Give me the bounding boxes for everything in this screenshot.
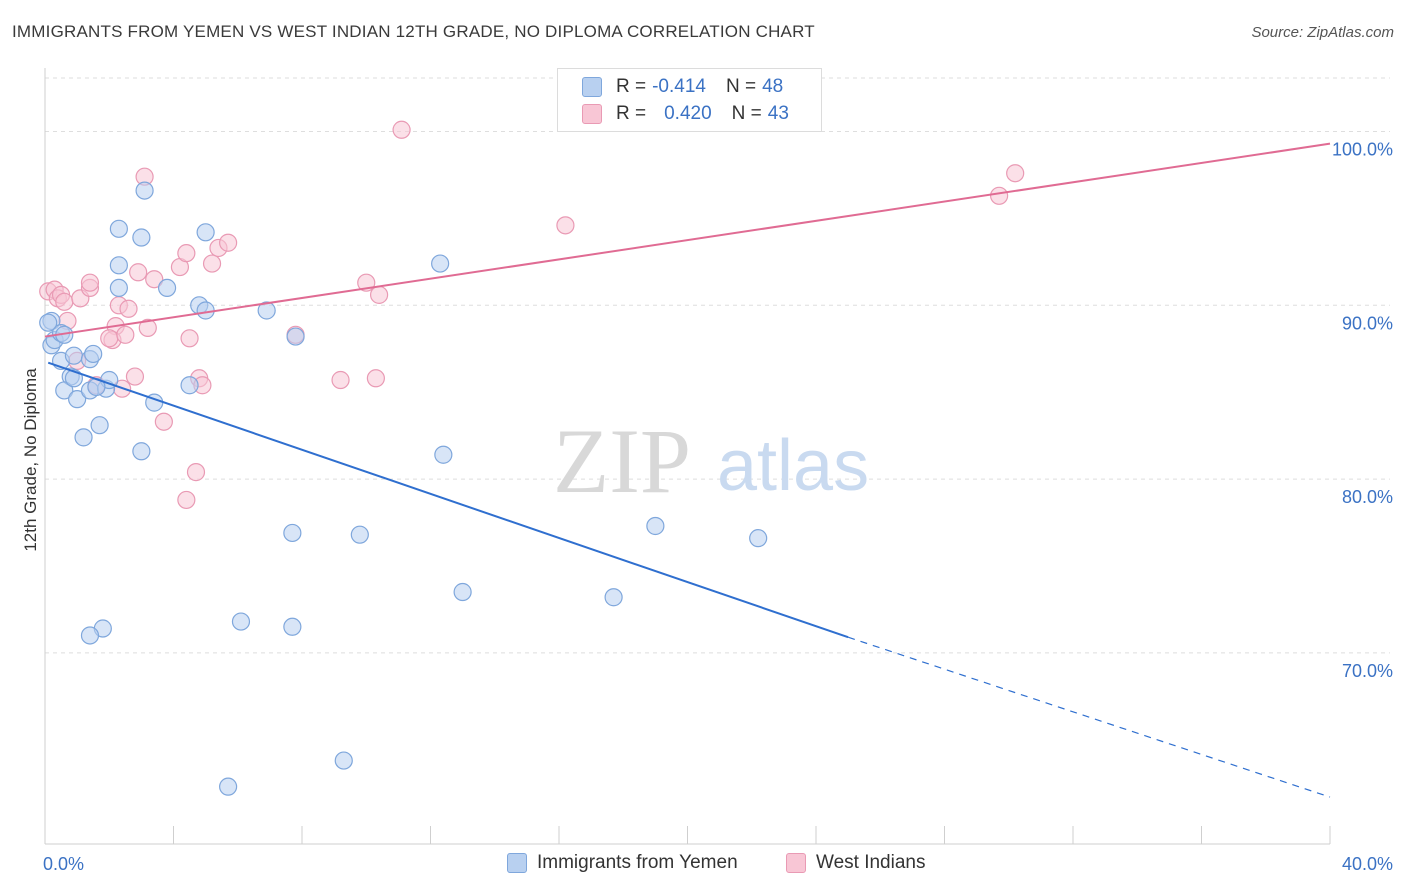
legend-r-label: R = [616, 103, 647, 124]
yemen-point [749, 529, 768, 548]
west-indian-point [125, 367, 145, 386]
yemen-point [604, 588, 623, 607]
west-indian-point [100, 329, 119, 348]
yemen-point [286, 327, 305, 346]
y-tick-label: 90.0% [1342, 313, 1393, 333]
tick-labels: 70.0% 80.0% 90.0% 100.0% 0.0% 40.0% [43, 140, 1393, 874]
trend-line-yemen [47, 361, 849, 639]
yemen-point [453, 582, 472, 602]
west-indian-point [138, 318, 157, 337]
trend-line-yemen-projection [847, 636, 1331, 798]
y-tick-label: 70.0% [1342, 661, 1393, 681]
west-indian-point [116, 325, 135, 344]
yemen-point [109, 278, 128, 298]
yemen-point [39, 313, 58, 332]
watermark: ZIP atlas [553, 410, 869, 512]
yemen-point [64, 346, 84, 365]
yemen-point [157, 278, 177, 298]
yemen-point [431, 254, 450, 273]
west-indian-point [80, 273, 100, 292]
west-indian-point [129, 263, 148, 282]
legend-row-west-indians: R = 0.420 N = 43 [582, 102, 789, 126]
yemen-point [64, 369, 84, 388]
west-indian-point [119, 299, 138, 318]
yemen-point [646, 516, 665, 536]
west-indian-point [180, 329, 199, 348]
legend-n-value: 43 [767, 103, 789, 124]
yemen-point [135, 181, 154, 200]
yemen-point [68, 390, 87, 409]
chart-source: Source: ZipAtlas.com [1251, 24, 1394, 41]
west-indian-point [177, 244, 196, 263]
bottom-legend-west-indians: West Indians [786, 852, 925, 874]
watermark-atlas: atlas [717, 426, 869, 506]
west-indian-point [556, 216, 575, 235]
yemen-point [196, 301, 215, 320]
west-indian-point [370, 285, 389, 304]
yemen-point [257, 301, 276, 320]
correlation-legend: R = -0.414 N = 48 R = 0.420 N = 43 [557, 68, 822, 132]
bottom-legend-yemen: Immigrants from Yemen [507, 852, 738, 874]
legend-r-value: 0.420 [664, 103, 712, 124]
yemen-point [350, 525, 369, 544]
trend-lines [44, 142, 1331, 798]
yemen-point [109, 219, 128, 238]
west-indian-point [154, 412, 173, 431]
yemen-point [90, 416, 109, 435]
yemen-point [132, 442, 151, 461]
yemen-point [84, 344, 103, 364]
yemen-point [132, 228, 151, 247]
west-indian-point [55, 292, 74, 311]
yemen-point [55, 381, 74, 400]
watermark-zip: ZIP [553, 410, 691, 512]
legend-n-label: N = [731, 103, 762, 124]
yemen-point [283, 617, 302, 636]
bottom-legend-swatch-west-indians [786, 853, 806, 873]
bottom-legend-label-yemen: Immigrants from Yemen [537, 852, 738, 873]
yemen-point [219, 777, 238, 796]
yemen-point [231, 612, 251, 631]
x-tick-label: 0.0% [43, 854, 84, 874]
axes [44, 68, 1331, 845]
yemen-point [283, 523, 302, 543]
west-indian-point [186, 463, 206, 482]
yemen-point [196, 223, 215, 242]
legend-r-label: R = [616, 76, 647, 97]
west-indian-point [219, 233, 238, 252]
x-tick-label: 40.0% [1342, 854, 1393, 874]
bottom-legend-label-west-indians: West Indians [816, 852, 926, 873]
legend-swatch-west-indians [582, 104, 602, 124]
yemen-point [74, 428, 93, 447]
west-indian-point [990, 186, 1009, 205]
west-indian-point [331, 370, 350, 390]
bottom-legend-swatch-yemen [507, 853, 527, 873]
legend-r-value: -0.414 [652, 76, 706, 97]
west-indian-point [392, 120, 411, 139]
y-tick-label: 100.0% [1332, 140, 1393, 160]
legend-row-yemen: R = -0.414 N = 48 [582, 75, 783, 99]
y-tick-label: 80.0% [1342, 487, 1393, 507]
yemen-point [434, 445, 453, 464]
yemen-point [109, 256, 128, 275]
trend-line-west-indians [44, 142, 1331, 338]
west-indian-point [366, 369, 385, 388]
west-indian-point [177, 490, 196, 510]
yemen-point [80, 626, 100, 645]
y-axis-label: 12th Grade, No Diploma [21, 368, 40, 552]
yemen-point [334, 751, 353, 770]
legend-swatch-yemen [582, 77, 602, 97]
west-indian-point [145, 270, 164, 289]
legend-n-value: 48 [762, 76, 784, 97]
west-indian-point [202, 254, 222, 273]
west-indian-point [1006, 164, 1025, 183]
legend-n-label: N = [725, 76, 757, 97]
series-yemen [39, 181, 768, 796]
yemen-point [180, 376, 199, 395]
chart-title: IMMIGRANTS FROM YEMEN VS WEST INDIAN 12T… [12, 22, 815, 41]
